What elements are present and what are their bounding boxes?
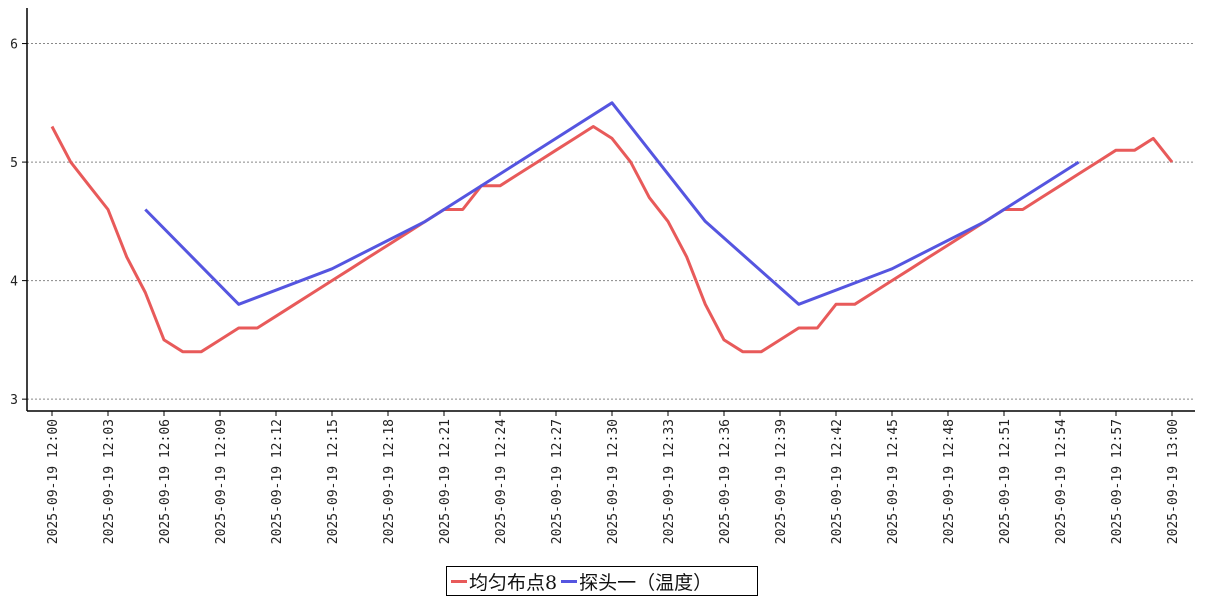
x-tick-label-11: 2025-09-19 12:33 xyxy=(662,419,677,544)
x-tick-label-2: 2025-09-19 12:06 xyxy=(158,419,173,544)
y-tick-label-0: 3 xyxy=(10,393,18,408)
y-tick-label-3: 6 xyxy=(10,38,18,53)
x-tick-label-0: 2025-09-19 12:00 xyxy=(46,419,61,544)
x-tick-label-19: 2025-09-19 12:57 xyxy=(1110,419,1125,544)
x-tick-label-9: 2025-09-19 12:27 xyxy=(550,419,565,544)
legend-item-series-1[interactable]: 均匀布点8 xyxy=(451,568,557,595)
legend-label-series-2: 探头一（温度） xyxy=(579,571,713,594)
x-tick-label-20: 2025-09-19 13:00 xyxy=(1166,419,1181,544)
legend-swatch-series-2 xyxy=(561,579,578,583)
x-tick-label-15: 2025-09-19 12:45 xyxy=(886,419,901,544)
x-tick-label-14: 2025-09-19 12:42 xyxy=(830,419,845,544)
x-tick-label-7: 2025-09-19 12:21 xyxy=(438,419,453,544)
chart-legend: 均匀布点8 探头一（温度） xyxy=(446,566,758,596)
x-tick-label-3: 2025-09-19 12:09 xyxy=(214,419,229,544)
x-tick-label-8: 2025-09-19 12:24 xyxy=(494,419,509,544)
x-tick-label-1: 2025-09-19 12:03 xyxy=(102,419,117,544)
x-tick-label-6: 2025-09-19 12:18 xyxy=(382,419,397,544)
x-tick-label-4: 2025-09-19 12:12 xyxy=(270,419,285,544)
x-tick-label-16: 2025-09-19 12:48 xyxy=(942,419,957,544)
x-tick-label-5: 2025-09-19 12:15 xyxy=(326,419,341,544)
y-tick-label-1: 4 xyxy=(10,275,18,290)
x-tick-label-10: 2025-09-19 12:30 xyxy=(606,419,621,544)
series-line-1 xyxy=(50,125,1174,354)
legend-swatch-series-1 xyxy=(451,579,467,583)
x-tick-label-18: 2025-09-19 12:54 xyxy=(1054,419,1069,544)
series-line-2 xyxy=(144,101,1080,306)
x-tick-label-13: 2025-09-19 12:39 xyxy=(774,419,789,544)
legend-label-series-1: 均匀布点8 xyxy=(469,571,558,594)
x-tick-label-12: 2025-09-19 12:36 xyxy=(718,419,733,544)
y-tick-label-2: 5 xyxy=(10,156,18,171)
x-tick-label-17: 2025-09-19 12:51 xyxy=(998,419,1013,544)
legend-item-series-2[interactable]: 探头一（温度） xyxy=(561,568,712,595)
